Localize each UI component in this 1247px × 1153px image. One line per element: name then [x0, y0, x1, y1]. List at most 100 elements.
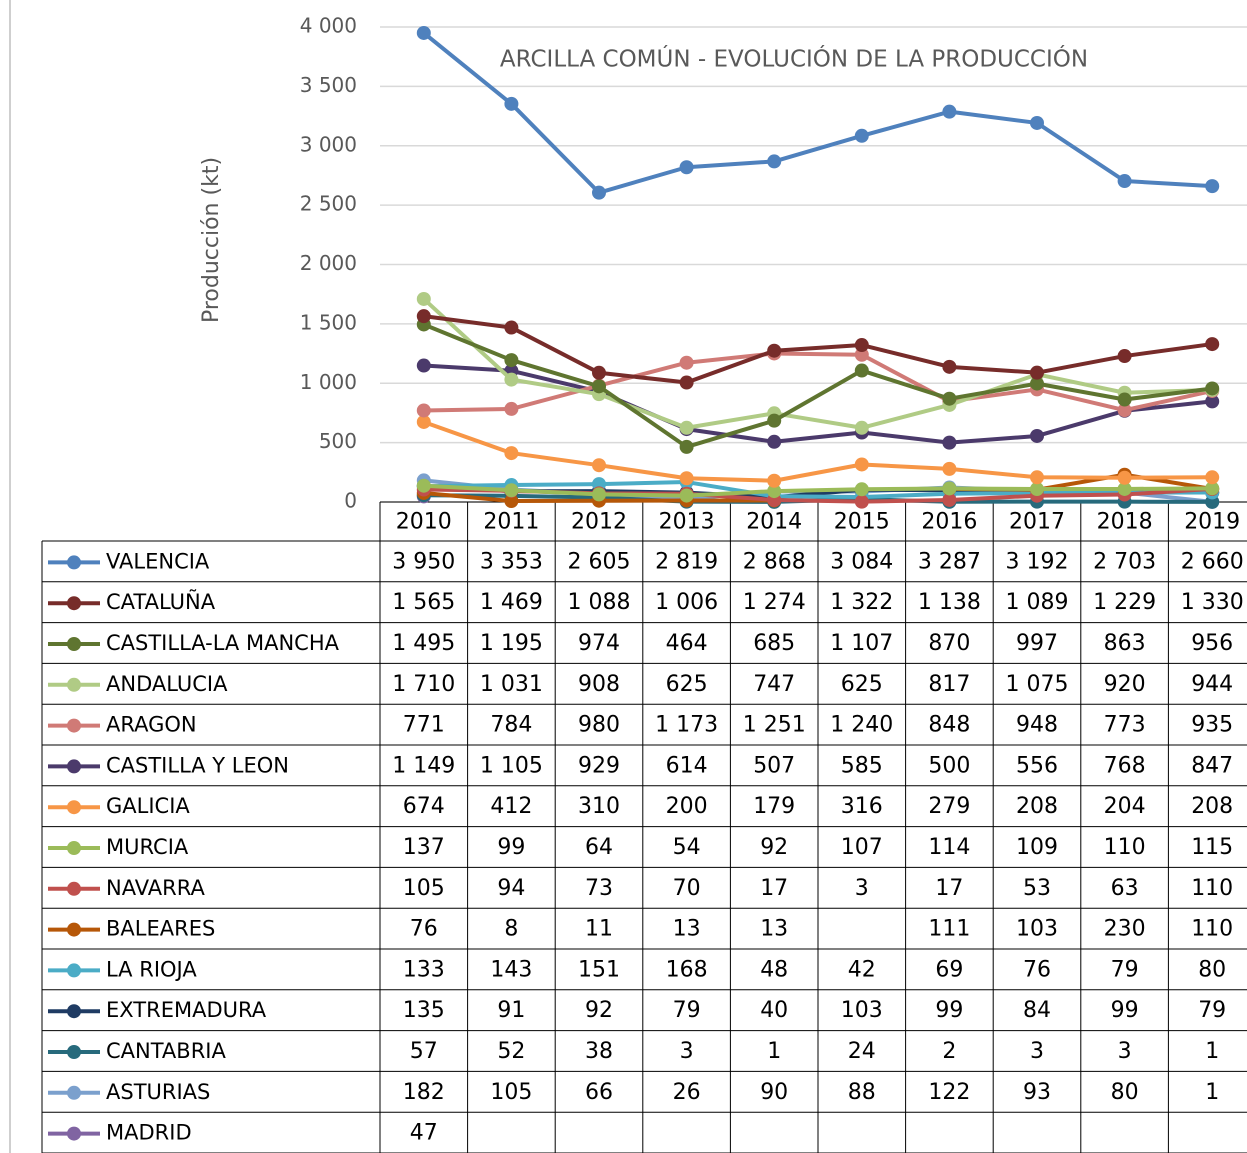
data-point — [679, 471, 694, 486]
y-tick-label: 2 000 — [300, 251, 357, 275]
data-point — [1205, 337, 1220, 352]
table-cell: 944 — [1191, 672, 1233, 697]
table-cell: 935 — [1191, 713, 1233, 738]
table-cell: 135 — [403, 998, 445, 1023]
data-point — [504, 96, 519, 111]
table-cell: 771 — [403, 713, 445, 738]
series-line — [423, 483, 1213, 498]
table-cell: 40 — [760, 998, 788, 1023]
table-cell: 3 — [680, 1039, 694, 1064]
table-cell: 17 — [935, 876, 963, 901]
series-line — [423, 322, 1213, 449]
table-cell: 17 — [760, 876, 788, 901]
legend-label: CASTILLA Y LEON — [106, 753, 289, 777]
legend-marker — [67, 718, 81, 733]
table-cell: 614 — [666, 753, 708, 778]
table-cell: 1 240 — [830, 713, 893, 738]
table-cell: 1 075 — [1006, 672, 1069, 697]
data-point — [1205, 394, 1220, 409]
table-cell: 105 — [403, 876, 445, 901]
table-cell: 685 — [753, 631, 795, 656]
table-cell: 500 — [928, 753, 970, 778]
y-tick-label: 0 — [344, 489, 357, 513]
table-cell: 11 — [585, 917, 613, 942]
table-cell: 2 605 — [568, 549, 631, 574]
data-point — [942, 391, 957, 406]
table-cell: 110 — [1191, 876, 1233, 901]
x-tick-label: 2015 — [834, 510, 890, 535]
data-point — [1117, 174, 1132, 189]
table-cell: 99 — [935, 998, 963, 1023]
y-axis-label: Producción (kt) — [199, 157, 224, 323]
data-point — [1205, 481, 1220, 496]
legend-label: MADRID — [106, 1121, 192, 1145]
table-cell: 3 353 — [480, 549, 543, 574]
x-tick-label: 2014 — [746, 510, 802, 535]
table-cell: 1 710 — [392, 672, 455, 697]
table-cell: 151 — [578, 957, 620, 982]
table-cell: 24 — [848, 1039, 876, 1064]
data-point — [942, 104, 957, 119]
x-tick-label: 2018 — [1097, 510, 1153, 535]
table-cell: 110 — [1104, 835, 1146, 860]
table-cell: 92 — [585, 998, 613, 1023]
data-point — [767, 484, 782, 499]
table-cell: 3 084 — [830, 549, 893, 574]
table-cell: 1 330 — [1181, 590, 1244, 615]
table-cell: 182 — [403, 1080, 445, 1105]
table-cell: 974 — [578, 631, 620, 656]
table-cell: 1 322 — [830, 590, 893, 615]
data-point — [1117, 392, 1132, 407]
table-cell: 3 192 — [1006, 549, 1069, 574]
table-cell: 674 — [403, 794, 445, 819]
table-cell: 42 — [848, 957, 876, 982]
table-cell: 784 — [490, 713, 532, 738]
legend-label: GALICIA — [106, 794, 190, 818]
table-cell: 625 — [841, 672, 883, 697]
table-cell: 13 — [673, 917, 701, 942]
table-cell: 747 — [753, 672, 795, 697]
y-tick-label: 2 500 — [300, 192, 357, 216]
table-cell: 48 — [760, 957, 788, 982]
data-point — [854, 420, 869, 435]
table-cell: 179 — [753, 794, 795, 819]
table-cell: 1 149 — [392, 753, 455, 778]
data-point — [854, 457, 869, 472]
table-cell: 1 088 — [568, 590, 631, 615]
data-point — [504, 483, 519, 498]
data-point — [1030, 470, 1044, 485]
x-tick-label: 2012 — [571, 510, 627, 535]
table-cell: 412 — [490, 794, 532, 819]
data-point — [942, 359, 957, 374]
x-tick-label: 2017 — [1009, 510, 1065, 535]
data-point — [592, 487, 606, 502]
y-tick-label: 500 — [319, 429, 357, 453]
table-cell: 38 — [585, 1039, 613, 1064]
legend-label: LA RIOJA — [106, 957, 197, 981]
table-cell: 464 — [666, 631, 708, 656]
data-point — [592, 365, 606, 380]
table-cell: 57 — [410, 1039, 438, 1064]
table-cell: 230 — [1104, 917, 1146, 942]
legend-marker — [67, 759, 81, 774]
data-point — [679, 439, 694, 454]
legend-marker — [67, 800, 81, 815]
table-cell: 137 — [403, 835, 445, 860]
table-cell: 79 — [1111, 957, 1139, 982]
table-cell: 1 — [1205, 1039, 1219, 1064]
legend-label: EXTREMADURA — [106, 998, 267, 1022]
data-point — [854, 494, 869, 509]
table-cell: 26 — [673, 1080, 701, 1105]
data-point — [1117, 349, 1132, 364]
table-cell: 8 — [504, 917, 518, 942]
table-cell: 1 195 — [480, 631, 543, 656]
data-point — [1030, 376, 1044, 391]
y-tick-label: 3 000 — [300, 132, 357, 156]
x-tick-label: 2016 — [921, 510, 977, 535]
table-cell: 111 — [928, 917, 970, 942]
data-point — [1117, 403, 1132, 418]
table-cell: 80 — [1111, 1080, 1139, 1105]
data-point — [854, 482, 869, 497]
table-cell: 848 — [928, 713, 970, 738]
series-line — [423, 420, 1213, 483]
